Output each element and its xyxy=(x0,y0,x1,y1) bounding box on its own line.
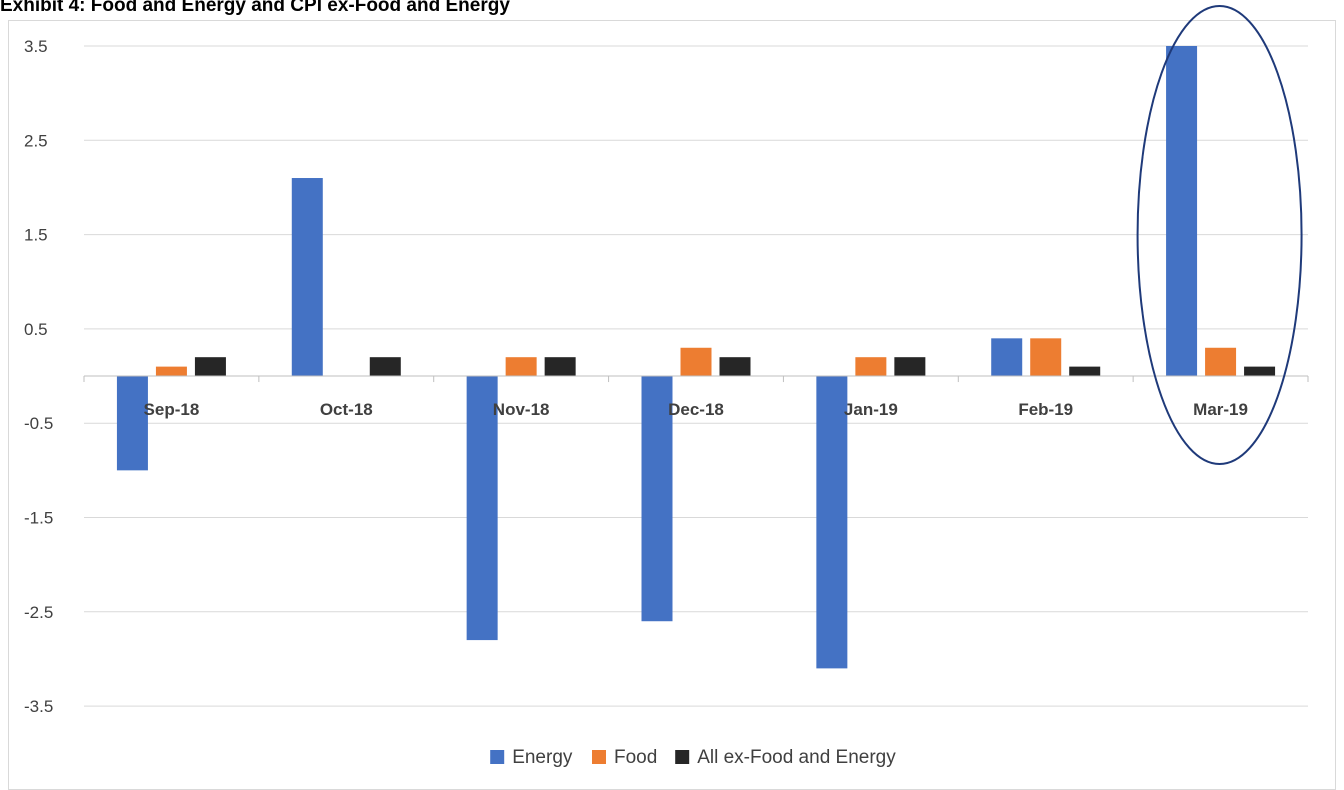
legend-swatch xyxy=(592,750,606,764)
y-tick-label: -1.5 xyxy=(24,509,53,528)
bar-food-dec-18 xyxy=(680,347,712,377)
category-label: Oct-18 xyxy=(320,400,373,419)
category-label: Jan-19 xyxy=(844,400,898,419)
y-tick-label: 0.5 xyxy=(24,320,48,339)
y-tick-label: 3.5 xyxy=(24,37,48,56)
legend-label: Energy xyxy=(512,747,573,768)
bar-energy-mar-19 xyxy=(1166,46,1198,377)
bar-all-ex-food-and-energy-oct-18 xyxy=(369,357,401,377)
y-tick-label: -3.5 xyxy=(24,697,53,716)
bar-energy-dec-18 xyxy=(641,376,673,622)
legend-swatch xyxy=(675,750,690,764)
legend: Energy Food All ex-Food and Energy xyxy=(490,747,896,768)
y-tick-label: 2.5 xyxy=(24,131,48,150)
bar-energy-jan-19 xyxy=(816,376,848,669)
category-label: Mar-19 xyxy=(1193,400,1248,419)
legend-label: Food xyxy=(614,747,657,768)
bar-energy-sep-18 xyxy=(116,376,148,471)
bar-all-ex-food-and-energy-jan-19 xyxy=(894,357,926,377)
bar-all-ex-food-and-energy-mar-19 xyxy=(1244,366,1276,377)
bar-all-ex-food-and-energy-feb-19 xyxy=(1069,366,1101,377)
bar-food-sep-18 xyxy=(155,366,187,377)
bar-food-nov-18 xyxy=(505,357,537,377)
bar-energy-feb-19 xyxy=(991,338,1023,377)
bar-energy-oct-18 xyxy=(291,178,323,377)
bar-food-jan-19 xyxy=(855,357,887,377)
category-label: Feb-19 xyxy=(1018,400,1073,419)
legend-swatch xyxy=(490,750,505,764)
bar-all-ex-food-and-energy-sep-18 xyxy=(194,357,226,377)
annotations xyxy=(1136,5,1303,465)
highlight-ellipse xyxy=(1136,5,1303,465)
bars xyxy=(116,46,1276,669)
legend-label: All ex-Food and Energy xyxy=(697,747,896,768)
chart-title: Exhibit 4: Food and Energy and CPI ex-Fo… xyxy=(0,0,510,16)
bar-all-ex-food-and-energy-nov-18 xyxy=(544,357,576,377)
y-tick-label: 1.5 xyxy=(24,226,48,245)
category-labels: Sep-18 Oct-18 Nov-18 Dec-18 Jan-19 Feb-19 Mar-… xyxy=(144,400,1248,419)
bar-energy-nov-18 xyxy=(466,376,498,641)
category-label: Nov-18 xyxy=(493,400,550,419)
y-axis-tick-labels: 3.5 2.5 1.5 0.5 -0.5 -1.5 -2.5 -3.5 xyxy=(24,37,53,716)
category-label: Sep-18 xyxy=(144,400,200,419)
bar-food-feb-19 xyxy=(1030,338,1062,377)
gridlines xyxy=(84,45,1308,707)
y-tick-label: -2.5 xyxy=(24,603,53,622)
y-tick-label: -0.5 xyxy=(24,414,53,433)
bar-food-mar-19 xyxy=(1205,347,1237,377)
x-axis xyxy=(83,375,1309,383)
category-label: Dec-18 xyxy=(668,400,724,419)
bar-all-ex-food-and-energy-dec-18 xyxy=(719,357,751,377)
